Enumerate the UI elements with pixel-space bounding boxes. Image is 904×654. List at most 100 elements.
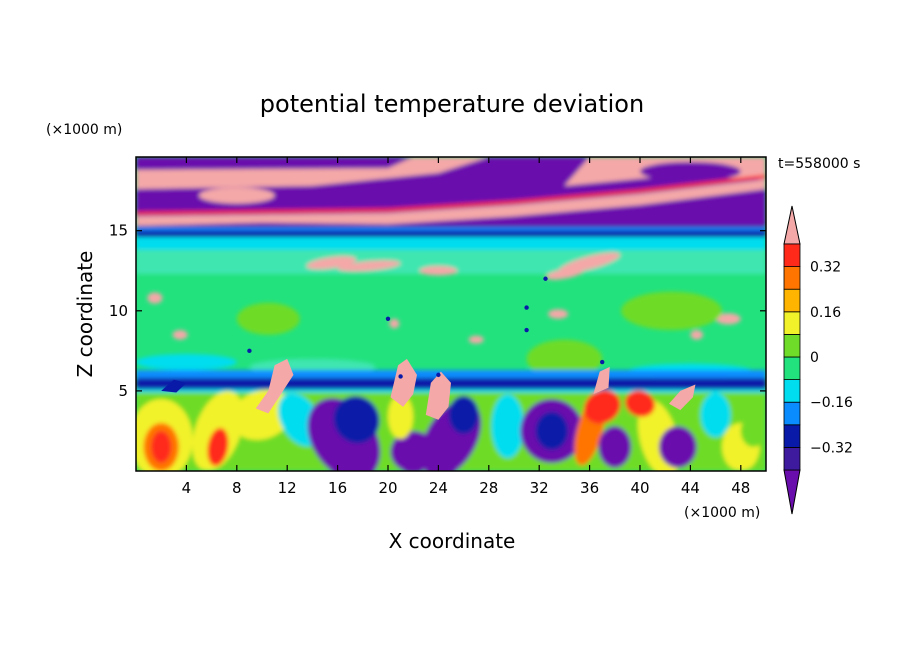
x-tick-label: 20 bbox=[378, 479, 397, 497]
field-patch bbox=[136, 227, 766, 231]
x-tick-label: 24 bbox=[429, 479, 448, 497]
colorbar: −0.32 −0.16 0 0.16 0.32 bbox=[783, 205, 853, 515]
x-tick-label: 40 bbox=[630, 479, 649, 497]
field-patch bbox=[390, 358, 417, 407]
field-patch bbox=[161, 379, 187, 393]
field-patch bbox=[425, 371, 451, 420]
field-patch bbox=[715, 313, 741, 325]
time-label: t=558000 s bbox=[778, 156, 860, 172]
field-spot bbox=[524, 327, 529, 333]
field-patch bbox=[583, 390, 621, 424]
colorbar-box bbox=[783, 288, 801, 313]
y-unit-label: (×1000 m) bbox=[46, 122, 122, 138]
field-patch bbox=[236, 302, 300, 335]
field-patch bbox=[136, 225, 766, 238]
field-patch bbox=[677, 205, 754, 218]
field-patch bbox=[337, 260, 401, 272]
x-unit-label: (×1000 m) bbox=[684, 505, 760, 521]
field-patch bbox=[389, 318, 400, 329]
field-patch bbox=[621, 291, 722, 330]
field-patch bbox=[658, 426, 697, 468]
field-patch bbox=[199, 187, 275, 204]
field-patch bbox=[598, 426, 632, 468]
field-patch bbox=[333, 396, 380, 444]
x-tick-label: 16 bbox=[328, 479, 347, 497]
x-tick-label: 48 bbox=[731, 479, 750, 497]
field-patch bbox=[136, 157, 414, 170]
field-patch bbox=[136, 174, 766, 215]
field-patch bbox=[640, 161, 741, 182]
field-patch bbox=[136, 378, 766, 390]
field-patch bbox=[306, 256, 357, 270]
heatmap-field bbox=[136, 157, 766, 471]
field-patch bbox=[388, 394, 414, 439]
field-spot bbox=[385, 316, 391, 322]
field-patch bbox=[207, 427, 229, 466]
x-tick-label: 28 bbox=[479, 479, 498, 497]
field-patch bbox=[740, 414, 766, 447]
y-tick-label: 5 bbox=[118, 382, 128, 400]
y-axis-ticks: 5 10 15 bbox=[109, 222, 766, 400]
colorbar-box bbox=[783, 311, 801, 335]
colorbar-box bbox=[783, 356, 801, 381]
x-tick-label: 8 bbox=[232, 479, 242, 497]
field-patch bbox=[690, 330, 703, 340]
x-axis-label: X coordinate bbox=[389, 529, 516, 553]
colorbar-box bbox=[783, 424, 801, 448]
field-patch bbox=[545, 268, 584, 280]
field-patch bbox=[255, 358, 294, 414]
y-axis-label: Z coordinate bbox=[73, 251, 97, 378]
colorbar-tick-label: 0.32 bbox=[810, 260, 841, 276]
x-tick-label: 44 bbox=[681, 479, 700, 497]
field-patch bbox=[136, 179, 766, 226]
x-tick-label: 12 bbox=[278, 479, 297, 497]
field-patch bbox=[136, 370, 766, 379]
field-spot bbox=[398, 374, 403, 379]
field-patch bbox=[668, 384, 696, 411]
field-patch bbox=[147, 292, 163, 304]
field-patch bbox=[468, 335, 484, 344]
colorbar-box bbox=[783, 266, 801, 290]
x-tick-label: 4 bbox=[182, 479, 192, 497]
field-patch bbox=[448, 395, 479, 435]
field-patch bbox=[535, 411, 569, 451]
field-spot bbox=[600, 359, 605, 365]
field-patch bbox=[491, 394, 525, 459]
field-patch bbox=[700, 392, 731, 438]
field-spot bbox=[543, 276, 548, 281]
colorbar-box bbox=[783, 333, 801, 358]
colorbar-box bbox=[783, 446, 801, 471]
field-patch bbox=[559, 252, 621, 273]
y-tick-label: 15 bbox=[109, 222, 128, 240]
colorbar-tick-label: 0 bbox=[810, 350, 819, 366]
field-patch bbox=[231, 389, 293, 440]
colorbar-tick-label: 0.16 bbox=[810, 305, 841, 321]
chart-title: potential temperature deviation bbox=[260, 90, 644, 118]
colorbar-box bbox=[783, 401, 801, 426]
field-patch bbox=[151, 430, 172, 463]
field-spot bbox=[524, 305, 529, 310]
colorbar-tick-label: −0.16 bbox=[810, 395, 853, 411]
field-patch bbox=[136, 354, 237, 371]
x-tick-label: 32 bbox=[530, 479, 549, 497]
plot-frame bbox=[135, 156, 767, 472]
field-patch bbox=[136, 389, 766, 393]
x-tick-label: 36 bbox=[580, 479, 599, 497]
field-patch bbox=[172, 330, 188, 340]
field-patch bbox=[548, 309, 569, 319]
field-spot bbox=[436, 372, 441, 378]
field-patch bbox=[526, 339, 603, 379]
colorbar-tick-label: −0.32 bbox=[810, 440, 853, 456]
field-spot bbox=[247, 348, 252, 354]
field-patch bbox=[625, 390, 655, 417]
colorbar-extend-high bbox=[783, 205, 801, 245]
field-patch bbox=[136, 237, 766, 250]
colorbar-extend-low bbox=[783, 469, 801, 515]
field-patch bbox=[419, 265, 458, 276]
colorbar-box bbox=[783, 243, 801, 268]
colorbar-box bbox=[783, 379, 801, 403]
x-axis-ticks: 4 8 12 16 20 24 28 32 36 40 44 48 bbox=[182, 157, 750, 497]
field-patch bbox=[593, 366, 610, 395]
y-tick-label: 10 bbox=[109, 302, 128, 320]
